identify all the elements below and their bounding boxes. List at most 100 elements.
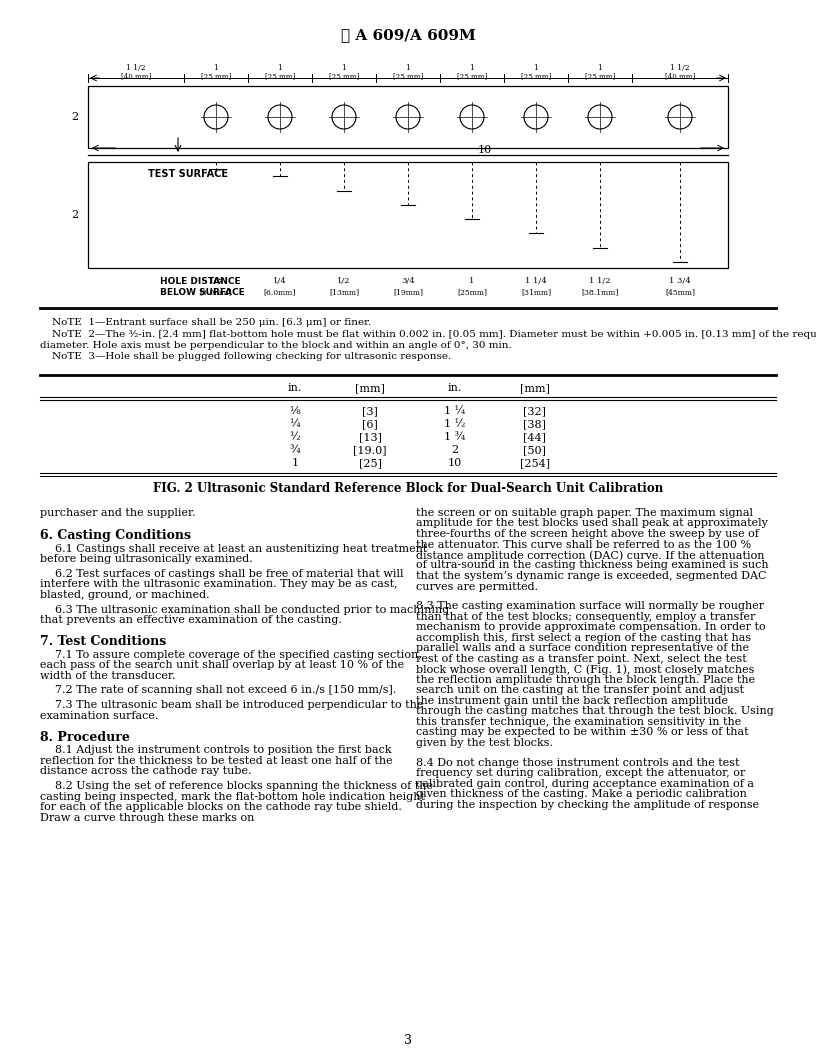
Text: [25 mm]: [25 mm] — [329, 72, 359, 80]
Text: 2: 2 — [451, 445, 459, 455]
Text: through the casting matches that through the test block. Using: through the casting matches that through… — [416, 706, 774, 716]
Text: parallel walls and a surface condition representative of the: parallel walls and a surface condition r… — [416, 643, 749, 654]
Text: 1 1/2: 1 1/2 — [589, 277, 610, 285]
Text: 1: 1 — [291, 458, 299, 468]
Text: 3/4: 3/4 — [401, 277, 415, 285]
Text: search unit on the casting at the transfer point and adjust: search unit on the casting at the transf… — [416, 685, 744, 696]
Text: TEST SURFACE: TEST SURFACE — [148, 169, 228, 180]
Text: [254]: [254] — [520, 458, 550, 468]
Text: 1 1/2: 1 1/2 — [670, 64, 690, 72]
Text: 1/8: 1/8 — [209, 277, 223, 285]
Text: [40 mm]: [40 mm] — [665, 72, 695, 80]
Text: [25 mm]: [25 mm] — [265, 72, 295, 80]
Text: 1 1/4: 1 1/4 — [526, 277, 547, 285]
Text: [mm]: [mm] — [355, 383, 385, 393]
Text: each pass of the search unit shall overlap by at least 10 % of the: each pass of the search unit shall overl… — [40, 660, 404, 671]
Text: [25 mm]: [25 mm] — [521, 72, 551, 80]
Text: 8.1 Adjust the instrument controls to position the first back: 8.1 Adjust the instrument controls to po… — [55, 746, 392, 755]
Text: [19mm]: [19mm] — [393, 288, 423, 296]
Text: [32]: [32] — [524, 406, 547, 416]
Text: curves are permitted.: curves are permitted. — [416, 582, 538, 591]
Text: [13]: [13] — [358, 432, 382, 442]
Text: 1/4: 1/4 — [273, 277, 287, 285]
Text: three-fourths of the screen height above the sweep by use of: three-fourths of the screen height above… — [416, 529, 759, 539]
Text: [38.1mm]: [38.1mm] — [581, 288, 619, 296]
Text: the reflection amplitude through the block length. Place the: the reflection amplitude through the blo… — [416, 675, 755, 685]
Text: of ultra-sound in the casting thickness being examined is such: of ultra-sound in the casting thickness … — [416, 561, 769, 570]
Text: the screen or on suitable graph paper. The maximum signal: the screen or on suitable graph paper. T… — [416, 508, 753, 518]
Text: FIG. 2 Ultrasonic Standard Reference Block for Dual-Search Unit Calibration: FIG. 2 Ultrasonic Standard Reference Blo… — [153, 482, 663, 495]
Text: HOLE DISTANCE: HOLE DISTANCE — [160, 277, 241, 286]
Text: 8.3 The casting examination surface will normally be rougher: 8.3 The casting examination surface will… — [416, 602, 764, 611]
Text: the attenuator. This curve shall be referred to as the 100 %: the attenuator. This curve shall be refe… — [416, 540, 751, 549]
Text: NᴏTE  3—Hole shall be plugged following checking for ultrasonic response.: NᴏTE 3—Hole shall be plugged following c… — [52, 352, 451, 361]
Text: [25mm]: [25mm] — [457, 288, 487, 296]
Text: casting being inspected, mark the flat-bottom hole indication height: casting being inspected, mark the flat-b… — [40, 792, 425, 802]
Text: in.: in. — [448, 383, 462, 393]
Text: 6.3 The ultrasonic examination shall be conducted prior to machining: 6.3 The ultrasonic examination shall be … — [55, 605, 450, 615]
Text: ½: ½ — [290, 432, 300, 442]
Text: 8.2 Using the set of reference blocks spanning the thickness of the: 8.2 Using the set of reference blocks sp… — [55, 781, 433, 791]
Text: Ⓜ A 609/A 609M: Ⓜ A 609/A 609M — [340, 29, 476, 42]
Text: 8.4 Do not change those instrument controls and the test: 8.4 Do not change those instrument contr… — [416, 758, 739, 768]
Text: 1: 1 — [534, 64, 539, 72]
Text: [25]: [25] — [358, 458, 382, 468]
Text: diameter. Hole axis must be perpendicular to the block and within an angle of 0°: diameter. Hole axis must be perpendicula… — [40, 341, 512, 350]
Text: 1: 1 — [469, 64, 474, 72]
Text: this transfer technique, the examination sensitivity in the: this transfer technique, the examination… — [416, 717, 741, 727]
Text: 8. Procedure: 8. Procedure — [40, 731, 130, 743]
Text: [25 mm]: [25 mm] — [201, 72, 231, 80]
Text: [31mm]: [31mm] — [521, 288, 551, 296]
Text: 7. Test Conditions: 7. Test Conditions — [40, 635, 166, 648]
Text: 6. Casting Conditions: 6. Casting Conditions — [40, 529, 191, 542]
Text: 1: 1 — [277, 64, 282, 72]
Text: purchaser and the supplier.: purchaser and the supplier. — [40, 508, 196, 518]
Text: interfere with the ultrasonic examination. They may be as cast,: interfere with the ultrasonic examinatio… — [40, 580, 397, 589]
Text: before being ultrasonically examined.: before being ultrasonically examined. — [40, 554, 253, 564]
Text: [13mm]: [13mm] — [329, 288, 359, 296]
Text: distance amplitude correction (DAC) curve. If the attenuation: distance amplitude correction (DAC) curv… — [416, 550, 765, 561]
Text: in.: in. — [288, 383, 302, 393]
Text: blasted, ground, or machined.: blasted, ground, or machined. — [40, 590, 210, 600]
Text: casting may be expected to be within ±30 % or less of that: casting may be expected to be within ±30… — [416, 728, 748, 737]
Text: [25 mm]: [25 mm] — [585, 72, 615, 80]
Text: 1: 1 — [214, 64, 219, 72]
Text: 7.3 The ultrasonic beam shall be introduced perpendicular to the: 7.3 The ultrasonic beam shall be introdu… — [55, 700, 424, 710]
Text: 1 3/4: 1 3/4 — [669, 277, 691, 285]
Text: that prevents an effective examination of the casting.: that prevents an effective examination o… — [40, 615, 342, 625]
Text: 10: 10 — [477, 145, 492, 155]
Text: ¼: ¼ — [290, 419, 300, 429]
Text: 6.1 Castings shall receive at least an austenitizing heat treatment: 6.1 Castings shall receive at least an a… — [55, 544, 428, 553]
Text: the instrument gain until the back reflection amplitude: the instrument gain until the back refle… — [416, 696, 728, 706]
Bar — [88, 86, 728, 148]
Text: rest of the casting as a transfer point. Next, select the test: rest of the casting as a transfer point.… — [416, 654, 747, 664]
Text: 1 ¼: 1 ¼ — [445, 406, 466, 416]
Text: [19.0]: [19.0] — [353, 445, 387, 455]
Text: 7.2 The rate of scanning shall not exceed 6 in./s [150 mm/s].: 7.2 The rate of scanning shall not excee… — [55, 685, 397, 696]
Text: than that of the test blocks; consequently, employ a transfer: than that of the test blocks; consequent… — [416, 611, 756, 622]
Bar — [88, 162, 728, 268]
Text: 2: 2 — [72, 210, 78, 220]
Text: 6.2 Test surfaces of castings shall be free of material that will: 6.2 Test surfaces of castings shall be f… — [55, 569, 403, 579]
Text: [25 mm]: [25 mm] — [392, 72, 424, 80]
Text: [6]: [6] — [362, 419, 378, 429]
Text: ⅛: ⅛ — [290, 406, 300, 416]
Text: [6.0mm]: [6.0mm] — [264, 288, 296, 296]
Text: [mm]: [mm] — [520, 383, 550, 393]
Text: amplitude for the test blocks used shall peak at approximately: amplitude for the test blocks used shall… — [416, 518, 768, 528]
Text: 1 1/2: 1 1/2 — [126, 64, 146, 72]
Text: 3: 3 — [404, 1034, 412, 1046]
Text: distance across the cathode ray tube.: distance across the cathode ray tube. — [40, 767, 251, 776]
Text: 1: 1 — [597, 64, 602, 72]
Text: [3]: [3] — [362, 406, 378, 416]
Text: 1 ½: 1 ½ — [445, 419, 466, 429]
Text: that the system’s dynamic range is exceeded, segmented DAC: that the system’s dynamic range is excee… — [416, 571, 766, 581]
Text: 7.1 To assure complete coverage of the specified casting section,: 7.1 To assure complete coverage of the s… — [55, 649, 422, 660]
Text: calibrated gain control, during acceptance examination of a: calibrated gain control, during acceptan… — [416, 779, 754, 789]
Text: accomplish this, first select a region of the casting that has: accomplish this, first select a region o… — [416, 633, 751, 643]
Text: given by the test blocks.: given by the test blocks. — [416, 738, 553, 748]
Text: 1: 1 — [406, 64, 410, 72]
Text: ¾: ¾ — [290, 445, 300, 455]
Text: Draw a curve through these marks on: Draw a curve through these marks on — [40, 812, 255, 823]
Text: NᴏTE  1—Entrant surface shall be 250 μin. [6.3 μm] or finer.: NᴏTE 1—Entrant surface shall be 250 μin.… — [52, 318, 371, 327]
